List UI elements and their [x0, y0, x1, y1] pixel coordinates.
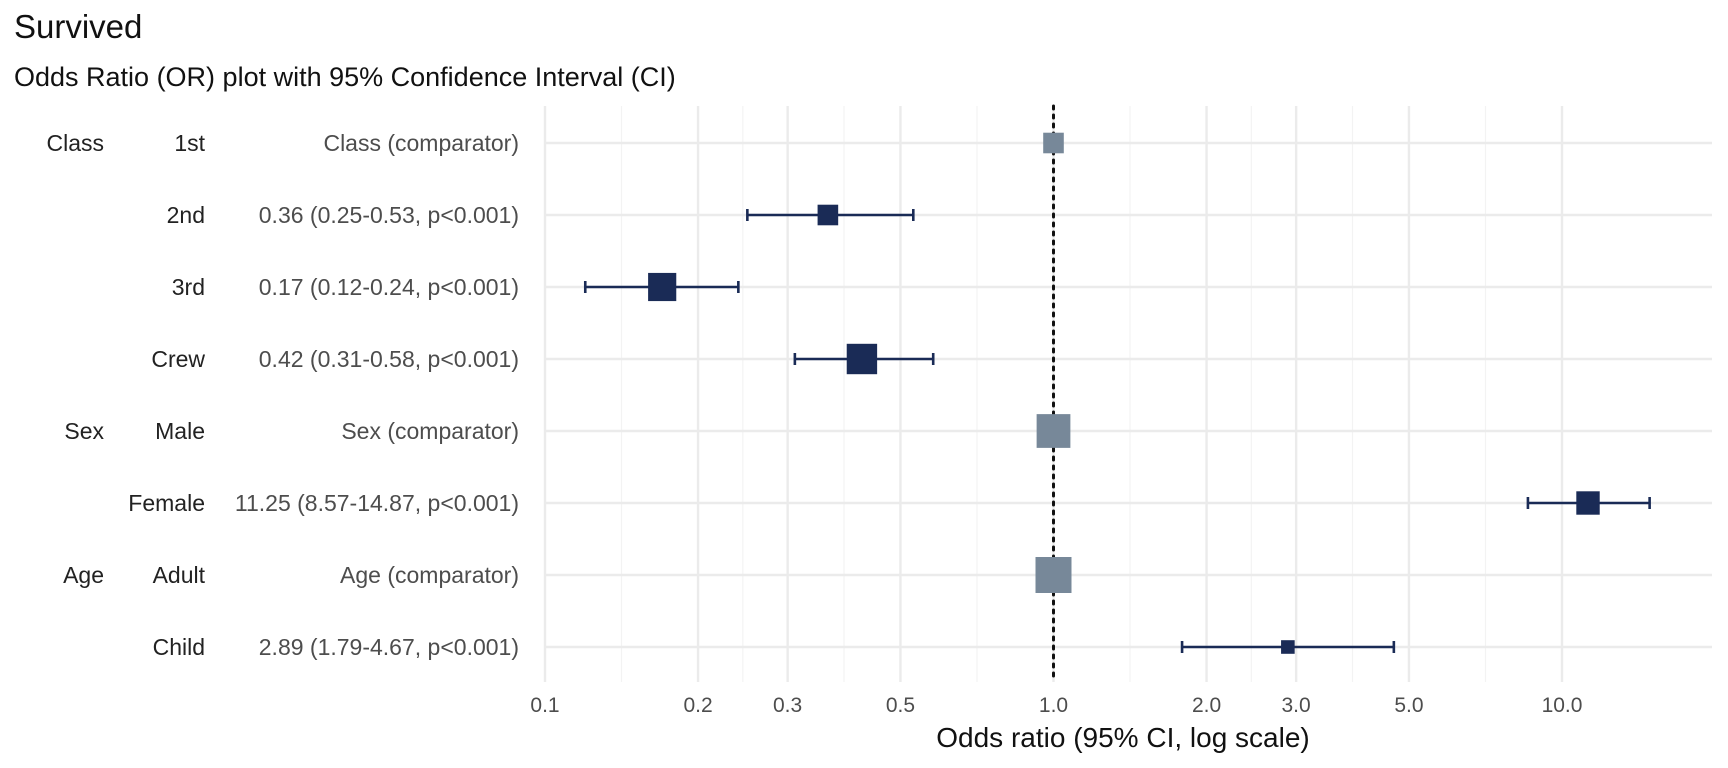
level-label-0: 1st — [174, 130, 205, 156]
estimate-label-4: Sex (comparator) — [341, 418, 519, 444]
x-axis-ticks: 0.1 0.2 0.3 0.5 1.0 2.0 3.0 5.0 10.0 — [530, 694, 1582, 717]
level-label-1: 2nd — [167, 202, 205, 228]
x-tick-label-5: 2.0 — [1192, 694, 1221, 717]
chart-title: Survived — [14, 8, 142, 45]
level-label-2: 3rd — [172, 274, 205, 300]
point-estimate-3 — [846, 343, 878, 375]
chart-subtitle: Odds Ratio (OR) plot with 95% Confidence… — [14, 62, 676, 92]
estimate-label-2: 0.17 (0.12-0.24, p<0.001) — [259, 274, 519, 300]
level-label-7: Child — [153, 634, 205, 660]
x-tick-label-3: 0.5 — [886, 694, 915, 717]
estimate-label-7: 2.89 (1.79-4.67, p<0.001) — [259, 634, 519, 660]
point-estimate-4 — [1036, 414, 1071, 448]
estimate-label-6: Age (comparator) — [340, 562, 519, 588]
group-label-4: Sex — [64, 418, 104, 444]
x-tick-label-4: 1.0 — [1039, 694, 1068, 717]
point-estimate-6 — [1035, 557, 1072, 593]
estimate-label-5: 11.25 (8.57-14.87, p<0.001) — [235, 490, 519, 516]
point-estimate-1 — [817, 204, 839, 226]
point-estimate-2 — [648, 272, 677, 302]
estimate-label-3: 0.42 (0.31-0.58, p<0.001) — [259, 346, 519, 372]
grid — [543, 106, 1712, 682]
x-axis-label: Odds ratio (95% CI, log scale) — [936, 722, 1310, 753]
point-estimate-5 — [1576, 491, 1600, 515]
x-tick-label-7: 5.0 — [1394, 694, 1423, 717]
group-label-0: Class — [46, 130, 104, 156]
level-label-6: Adult — [153, 562, 206, 588]
level-label-4: Male — [155, 418, 205, 444]
point-estimate-7 — [1281, 640, 1295, 654]
x-tick-label-8: 10.0 — [1542, 694, 1583, 717]
x-tick-label-2: 0.3 — [773, 694, 802, 717]
marks — [583, 132, 1651, 654]
level-label-5: Female — [128, 490, 205, 516]
point-estimate-0 — [1043, 132, 1064, 154]
x-tick-label-1: 0.2 — [683, 694, 712, 717]
level-label-3: Crew — [151, 346, 205, 372]
x-tick-label-0: 0.1 — [530, 694, 559, 717]
group-label-6: Age — [63, 562, 104, 588]
estimate-label-1: 0.36 (0.25-0.53, p<0.001) — [259, 202, 519, 228]
x-tick-label-6: 3.0 — [1282, 694, 1311, 717]
estimate-label-0: Class (comparator) — [323, 130, 519, 156]
row-labels: Class 1st Class (comparator) 2nd 0.36 (0.25-… — [46, 130, 519, 660]
